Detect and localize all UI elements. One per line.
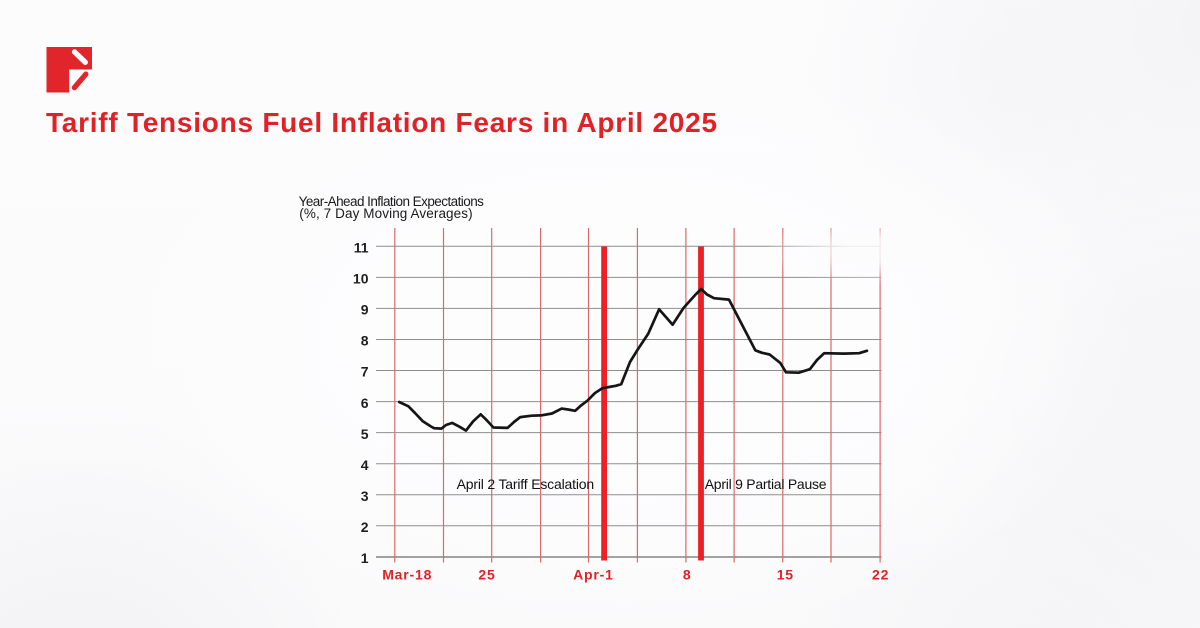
svg-text:Year-Ahead Inflation Expectati: Year-Ahead Inflation Expectations bbox=[299, 194, 485, 209]
svg-text:15: 15 bbox=[777, 567, 794, 583]
svg-text:Mar-18: Mar-18 bbox=[382, 567, 432, 583]
svg-text:April 2 Tariff Escalation: April 2 Tariff Escalation bbox=[457, 476, 594, 492]
svg-text:6: 6 bbox=[361, 395, 369, 411]
svg-text:4: 4 bbox=[361, 457, 369, 473]
svg-text:3: 3 bbox=[361, 488, 369, 504]
svg-text:Tariff Tensions Fuel Inflation: Tariff Tensions Fuel Inflation Fears in … bbox=[46, 107, 718, 138]
svg-text:5: 5 bbox=[361, 426, 369, 442]
svg-text:(%, 7 Day Moving Averages): (%, 7 Day Moving Averages) bbox=[299, 206, 472, 221]
svg-text:9: 9 bbox=[361, 302, 369, 318]
svg-text:25: 25 bbox=[478, 567, 495, 583]
svg-text:2: 2 bbox=[361, 519, 369, 535]
svg-text:Apr-1: Apr-1 bbox=[573, 567, 614, 583]
svg-text:11: 11 bbox=[354, 240, 369, 256]
svg-text:April 9 Partial Pause: April 9 Partial Pause bbox=[705, 476, 827, 492]
svg-text:1: 1 bbox=[361, 550, 369, 566]
svg-text:22: 22 bbox=[872, 567, 889, 583]
svg-text:7: 7 bbox=[361, 364, 369, 380]
svg-text:8: 8 bbox=[683, 567, 692, 583]
svg-text:8: 8 bbox=[361, 333, 369, 349]
svg-text:10: 10 bbox=[353, 271, 369, 287]
